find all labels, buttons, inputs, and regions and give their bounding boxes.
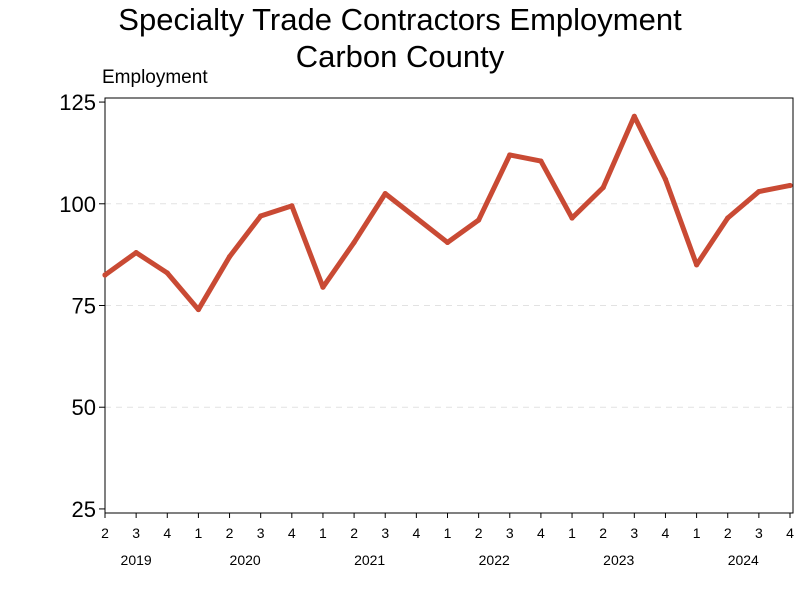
x-tick-label: 4 <box>537 525 545 541</box>
x-tick-label: 3 <box>257 525 265 541</box>
data-point <box>507 152 513 158</box>
x-tick-label: 3 <box>132 525 140 541</box>
data-point <box>476 217 482 223</box>
y-axis: 25 50 75 100 125 <box>59 90 105 522</box>
x-tick-label: 1 <box>319 525 327 541</box>
x-tick-label: 4 <box>662 525 670 541</box>
y-axis-label: Employment <box>102 67 208 88</box>
data-point <box>226 254 233 260</box>
x-tick-label: 2 <box>475 525 483 541</box>
chart-title: Specialty Trade Contractors Employment <box>118 2 682 37</box>
data-point <box>382 191 388 197</box>
data-point <box>289 203 295 209</box>
x-tick-label: 2 <box>101 525 109 541</box>
x-tick-label: 2 <box>599 525 607 541</box>
x-tick-label: 4 <box>412 525 420 541</box>
x-tick-label: 4 <box>163 525 171 541</box>
data-point <box>538 158 544 164</box>
data-point <box>600 184 606 191</box>
data-point <box>102 272 108 278</box>
data-point <box>320 284 326 290</box>
x-tick-label: 2 <box>226 525 234 541</box>
data-point <box>413 215 419 221</box>
x-tick-label: 1 <box>195 525 203 541</box>
x-tick-label: 1 <box>693 525 701 541</box>
year-label: 2023 <box>603 552 634 568</box>
y-tick-label: 100 <box>59 192 96 217</box>
x-tick-label: 4 <box>786 525 794 541</box>
x-tick-label: 1 <box>444 525 452 541</box>
gridlines <box>105 203 793 408</box>
y-tick-label: 125 <box>59 90 96 115</box>
series-line <box>102 113 793 313</box>
x-tick-label: 4 <box>288 525 296 541</box>
x-tick-label: 2 <box>350 525 358 541</box>
data-point <box>693 262 700 268</box>
data-point <box>351 239 357 246</box>
data-point <box>662 176 669 182</box>
data-point <box>195 306 202 313</box>
data-point <box>258 213 264 219</box>
x-tick-label: 3 <box>755 525 763 541</box>
x-tick-label: 3 <box>506 525 514 541</box>
year-label: 2019 <box>121 552 152 568</box>
year-label: 2024 <box>728 552 759 568</box>
x-axis: 2 3 4 1 2 3 4 1 2 3 4 1 2 3 4 1 2 3 4 1 2 3 4 2019 2020 2021 2022 2… <box>101 513 794 568</box>
data-point <box>164 270 170 276</box>
x-tick-label: 2 <box>724 525 732 541</box>
data-point <box>569 215 575 221</box>
data-point <box>787 182 793 189</box>
data-point <box>133 250 139 256</box>
year-label: 2021 <box>354 552 385 568</box>
year-label: 2022 <box>479 552 510 568</box>
series-group <box>102 113 793 313</box>
x-tick-label: 3 <box>381 525 389 541</box>
y-tick-label: 25 <box>72 497 96 522</box>
data-point <box>725 215 731 221</box>
y-tick-label: 50 <box>72 395 96 420</box>
chart-subtitle: Carbon County <box>295 39 505 74</box>
data-point <box>444 239 451 246</box>
year-label: 2020 <box>230 552 261 568</box>
x-tick-label: 3 <box>630 525 638 541</box>
y-tick-label: 75 <box>72 294 96 319</box>
data-point <box>756 188 762 195</box>
data-point <box>631 113 637 119</box>
x-tick-label: 1 <box>568 525 576 541</box>
